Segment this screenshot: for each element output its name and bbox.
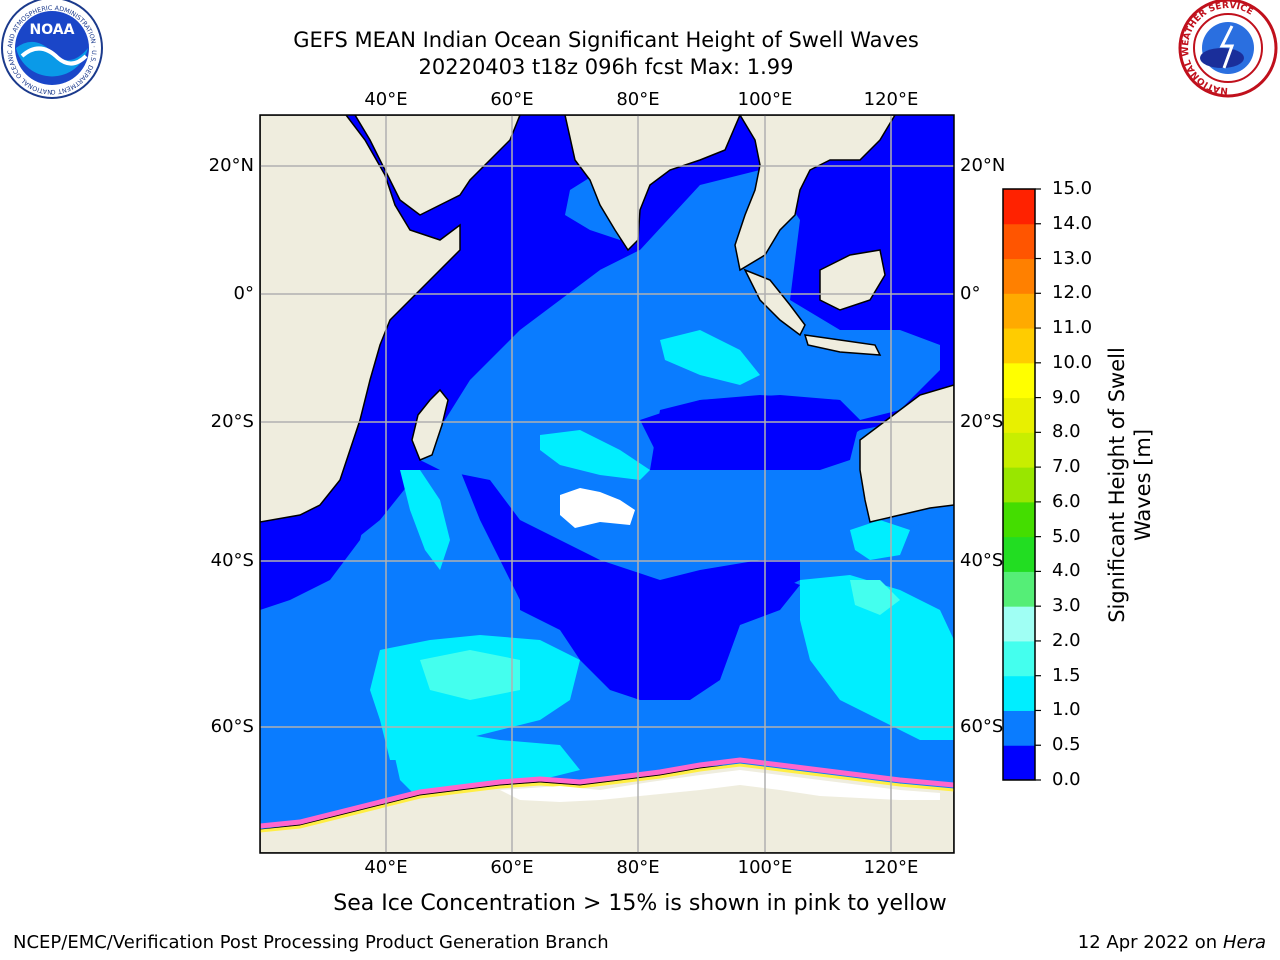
sea-ice-caption: Sea Ice Concentration > 15% is shown in …: [333, 891, 947, 916]
lat-tick-left-20n: 20°N: [208, 155, 254, 176]
colorbar-segment: [1003, 432, 1035, 468]
colorbar-segment: [1003, 536, 1035, 572]
map-title-line1: GEFS MEAN Indian Ocean Significant Heigh…: [293, 28, 919, 52]
lon-tick-top-60e: 60°E: [490, 89, 534, 110]
swell-region-mid-north: [600, 170, 790, 330]
colorbar-segment: [1003, 397, 1035, 433]
colorbar-segment: [1003, 501, 1035, 538]
land-australia: [859, 384, 954, 523]
lon-tick-top-80e: 80°E: [616, 89, 660, 110]
land-africa: [260, 115, 461, 523]
land-india: [564, 115, 741, 252]
colorbar-tick-label: 2.0: [1052, 629, 1081, 651]
colorbar-label-line1: Significant Height of Swell: [1105, 347, 1129, 623]
lon-tick-top-120e: 120°E: [863, 89, 919, 110]
swell-cyan-north: [660, 330, 760, 385]
footer-date: 12 Apr 2022 on Hera: [1078, 932, 1266, 953]
colorbar: [1003, 188, 1041, 781]
colorbar-tick-label: 5.0: [1052, 525, 1081, 547]
colorbar-tick-label: 4.0: [1052, 560, 1081, 582]
colorbar-tick-label: 14.0: [1052, 212, 1093, 234]
lat-tick-left-60s: 60°S: [210, 716, 254, 737]
colorbar-segment: [1003, 328, 1035, 364]
lon-tick-top-100e: 100°E: [737, 89, 793, 110]
land-borneo: [819, 249, 886, 311]
svg-text:NOAA: NOAA: [30, 22, 75, 38]
lat-tick-right-40s: 40°S: [960, 550, 1004, 571]
noaa-logo: NOAA NATIONAL OCEANIC AND ATMOSPHERIC AD…: [0, 0, 103, 99]
colorbar-frame: [1002, 188, 1036, 781]
colorbar-tick-label: 8.0: [1052, 421, 1081, 443]
colorbar-tick-label: 1.0: [1052, 699, 1081, 721]
colorbar-label-line2: Waves [m]: [1131, 429, 1155, 541]
swell-cyan-south-west-2: [390, 730, 580, 800]
colorbar-segment: [1003, 362, 1035, 399]
colorbar-segment: [1003, 293, 1035, 329]
map-title-line2: 20220403 t18z 096h fcst Max: 1.99: [418, 55, 794, 79]
map-gridlines: [260, 115, 954, 853]
colorbar-tick-label: 7.0: [1052, 456, 1081, 478]
swell-cyan-east: [850, 520, 910, 560]
lon-tick-bottom-100e: 100°E: [737, 857, 793, 878]
colorbar-segment: [1003, 223, 1035, 260]
map-frame: [259, 114, 955, 854]
land-madagascar: [411, 388, 449, 461]
colorbar-tick-label: 3.0: [1052, 595, 1081, 617]
colorbar-segment: [1003, 745, 1035, 781]
footer-host: Hera: [1222, 932, 1266, 953]
colorbar-tick-label: 12.0: [1052, 282, 1093, 304]
lat-tick-right-60s: 60°S: [960, 716, 1004, 737]
lon-tick-bottom-80e: 80°E: [616, 857, 660, 878]
colorbar-segment: [1003, 606, 1035, 642]
lat-tick-left-40s: 40°S: [210, 550, 254, 571]
land-se-asia: [734, 115, 896, 272]
lat-tick-right-20n: 20°N: [960, 155, 1006, 176]
lon-tick-bottom-60e: 60°E: [490, 857, 534, 878]
land-sumatra: [743, 268, 806, 337]
land-java: [803, 334, 882, 356]
lon-tick-bottom-120e: 120°E: [863, 857, 919, 878]
colorbar-segment: [1003, 640, 1035, 677]
sea-ice-inner: [260, 763, 954, 833]
colorbar-tick-label: 6.0: [1052, 490, 1081, 512]
lon-tick-bottom-40e: 40°E: [364, 857, 408, 878]
swell-cyan-mid: [540, 430, 650, 480]
colorbar-tick-label: 10.0: [1052, 351, 1093, 373]
map-plot-area: [260, 115, 954, 853]
swell-light-cyan-east: [850, 580, 900, 615]
footer-date-text: 12 Apr 2022 on: [1077, 932, 1223, 953]
colorbar-segment: [1003, 571, 1035, 607]
swell-region-deep-south: [520, 560, 800, 700]
lat-tick-left-0: 0°: [233, 283, 254, 304]
lat-tick-left-20s: 20°S: [210, 411, 254, 432]
lat-tick-right-20s: 20°S: [960, 411, 1004, 432]
colorbar-tick-label: 9.0: [1052, 386, 1081, 408]
colorbar-tick-label: 11.0: [1052, 317, 1093, 339]
colorbar-tick-label: 0.0: [1052, 769, 1081, 790]
sea-ice-edge: [260, 757, 954, 829]
colorbar-tick-label: 1.5: [1052, 664, 1081, 686]
nodata-patch-mid: [560, 488, 635, 528]
footer-branch: NCEP/EMC/Verification Post Processing Pr…: [13, 932, 609, 953]
swell-light-cyan-west: [420, 650, 520, 700]
swell-region-deep-center: [640, 395, 860, 470]
colorbar-segment: [1003, 467, 1035, 503]
sea-ice-white: [500, 770, 940, 802]
colorbar-tick-label: 0.5: [1052, 734, 1081, 756]
colorbar-segment: [1003, 189, 1035, 225]
lon-tick-top-40e: 40°E: [364, 89, 408, 110]
swell-cyan-south-east: [800, 575, 954, 740]
lat-tick-right-0: 0°: [960, 283, 981, 304]
colorbar-segment: [1003, 710, 1035, 746]
swell-region-deep-west: [260, 460, 380, 610]
colorbar-segment: [1003, 675, 1035, 711]
colorbar-tick-label: 13.0: [1052, 247, 1093, 269]
nws-logo: NATIONAL WEATHER SERVICE: [1178, 0, 1278, 98]
swell-cyan-west: [400, 470, 450, 570]
colorbar-segment: [1003, 258, 1035, 294]
colorbar-tick-label: 15.0: [1052, 178, 1093, 199]
